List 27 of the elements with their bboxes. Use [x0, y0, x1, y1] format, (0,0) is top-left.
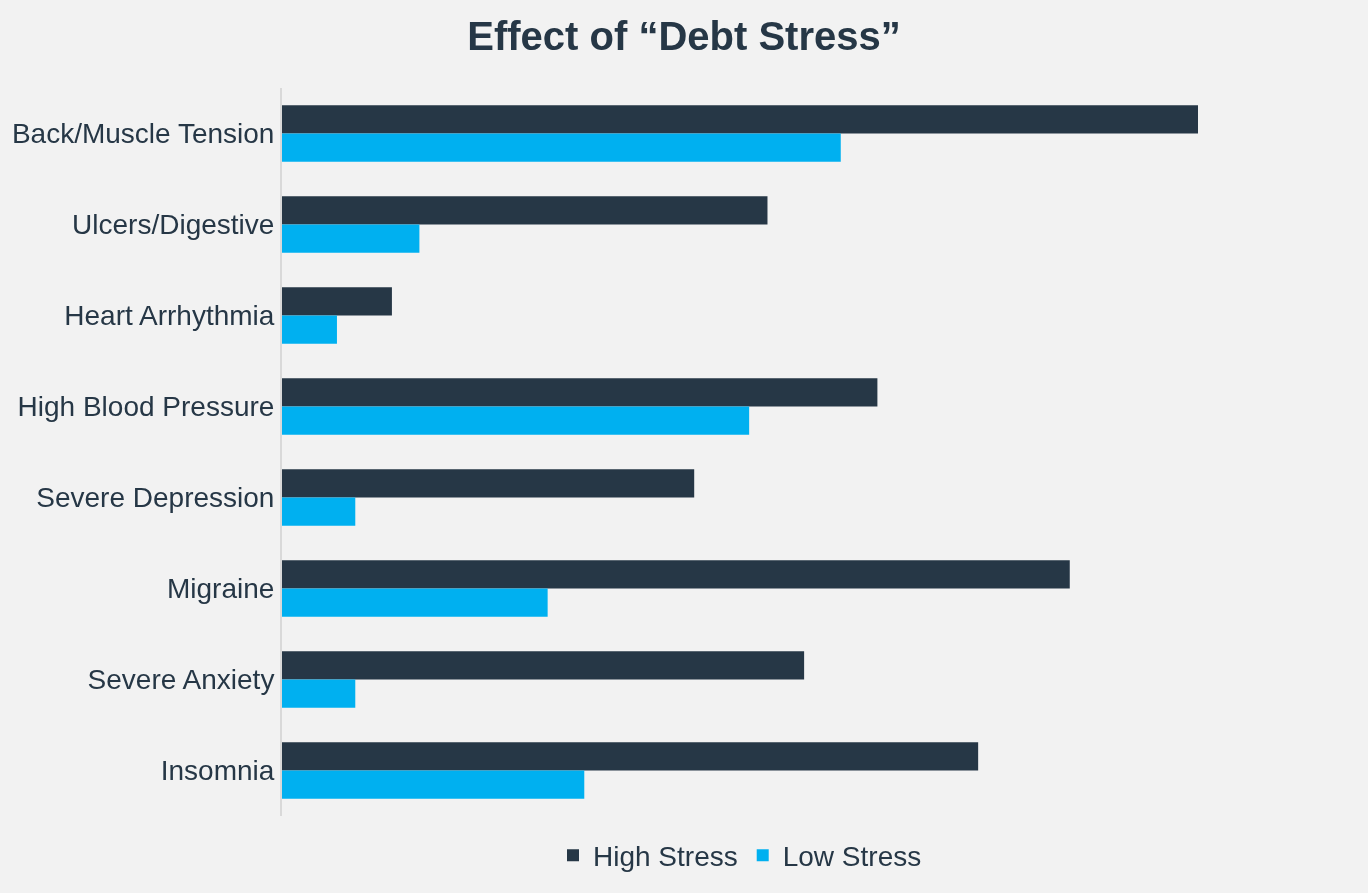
bar — [282, 378, 878, 407]
bar — [282, 679, 356, 708]
bar — [282, 469, 695, 498]
bar — [282, 588, 548, 617]
bar — [282, 287, 392, 316]
bar — [282, 406, 750, 435]
y-tick-label: High Blood Pressure — [17, 391, 275, 423]
bar — [282, 224, 420, 253]
chart-title: Effect of “Debt Stress” — [467, 14, 901, 59]
bar — [282, 560, 1070, 589]
bar — [282, 105, 1198, 134]
y-tick-label: Ulcers/Digestive — [72, 209, 275, 241]
bar — [282, 315, 337, 344]
y-tick-label: Heart Arrhythmia — [64, 300, 275, 332]
legend-label: Low Stress — [782, 841, 922, 873]
bar — [282, 133, 841, 162]
y-tick-label: Severe Anxiety — [87, 664, 275, 696]
bar — [282, 651, 805, 680]
y-tick-label: Severe Depression — [36, 482, 275, 514]
bar — [282, 497, 356, 526]
legend-label: High Stress — [593, 841, 738, 873]
y-tick-label: Insomnia — [160, 755, 275, 787]
y-tick-label: Migraine — [167, 573, 275, 605]
y-tick-label: Back/Muscle Tension — [11, 118, 275, 150]
bar — [282, 742, 979, 771]
bar — [282, 196, 768, 225]
bar — [282, 770, 585, 799]
